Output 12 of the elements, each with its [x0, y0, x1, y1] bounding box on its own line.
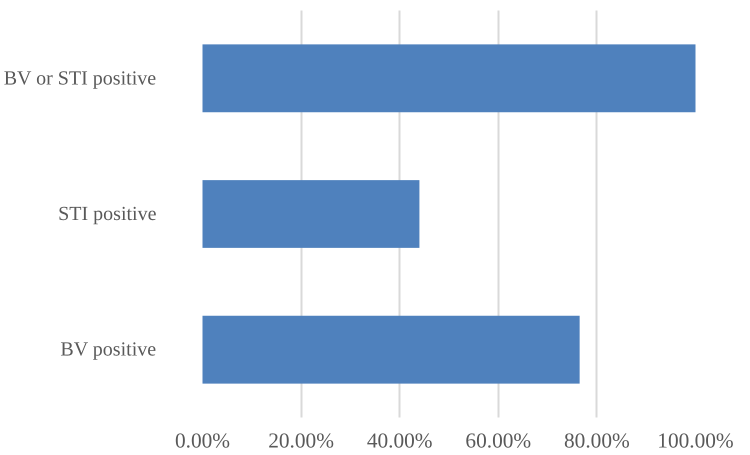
bar: [202, 180, 420, 248]
x-tick-label: 80.00%: [564, 428, 630, 452]
x-tick-label: 100.00%: [657, 428, 734, 452]
y-tick-label: BV positive: [60, 338, 156, 361]
y-tick-label: BV or STI positive: [4, 67, 156, 90]
x-tick-label: 20.00%: [268, 428, 334, 452]
x-tick-label: 0.00%: [174, 428, 230, 452]
x-tick-label: 40.00%: [366, 428, 433, 452]
x-tick-label: 60.00%: [465, 428, 532, 452]
bar: [202, 316, 580, 384]
y-tick-label: STI positive: [58, 203, 157, 225]
bar: [202, 44, 696, 112]
